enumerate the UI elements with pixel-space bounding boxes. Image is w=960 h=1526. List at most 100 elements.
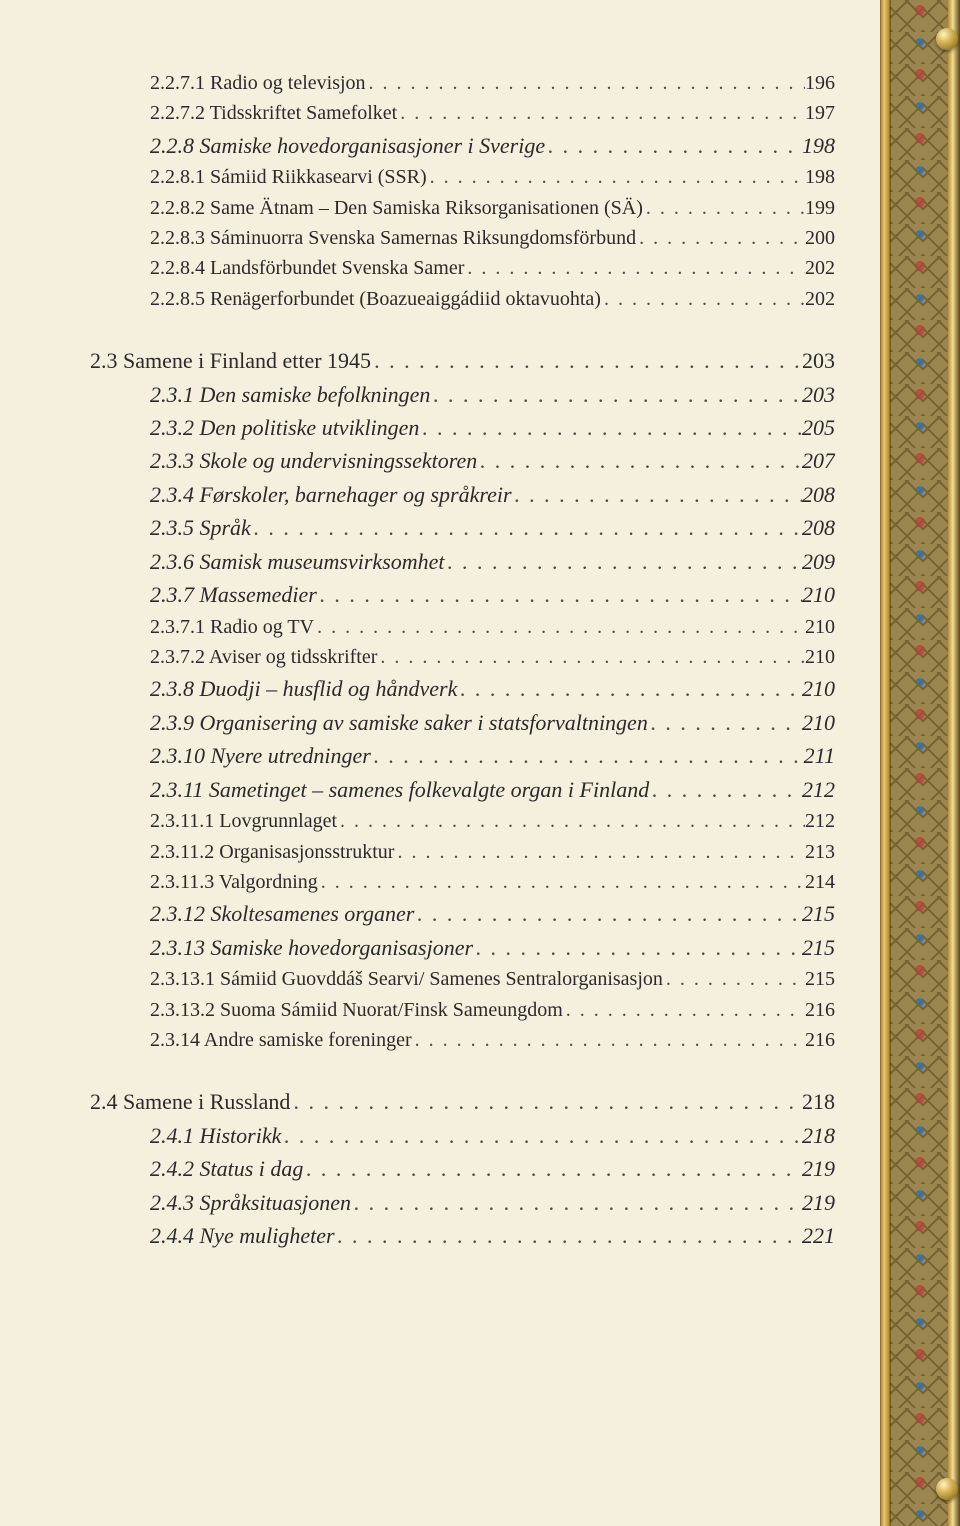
toc-entry: 2.2.8.1 Sámiid Riikkasearvi (SSR) . . . … [90,162,835,192]
toc-leader-dots: . . . . . . . . . . . . . . . . . . . . … [371,344,802,377]
toc-entry-page: 208 [802,478,835,511]
toc-entry-label: 2.4.4 Nye muligheter [150,1219,335,1252]
toc-entry-label: 2.3.11.1 Lovgrunnlaget [150,806,337,836]
toc-leader-dots: . . . . . . . . . . . . . . . . . . . . … [335,1219,802,1252]
toc-entry: 2.3.6 Samisk museumsvirksomhet . . . . .… [90,545,835,578]
toc-entry-page: 218 [802,1119,835,1152]
toc-leader-dots: . . . . . . . . . . . . . . . . . . . . … [366,68,805,98]
toc-leader-dots: . . . . . . . . . . . . . . . . . . . . … [303,1152,802,1185]
toc-leader-dots: . . . . . . . . . . . . . . . . . . . . … [318,867,805,897]
toc-entry-page: 215 [802,897,835,930]
toc-entry-label: 2.2.8.5 Renägerforbundet (Boazueaiggádii… [150,284,601,314]
toc-entry-page: 208 [802,511,835,544]
border-pattern-band [890,0,948,1526]
toc-entry: 2.4.3 Språksituasjonen . . . . . . . . .… [90,1186,835,1219]
toc-entry: 2.2.8.2 Same Ätnam – Den Samiska Riksorg… [90,193,835,223]
toc-entry-label: 2.2.7.1 Radio og televisjon [150,68,366,98]
toc-entry-label: 2.4.3 Språksituasjonen [150,1186,351,1219]
toc-entry: 2.3.9 Organisering av samiske saker i st… [90,706,835,739]
toc-leader-dots: . . . . . . . . . . . . . . . . . . . . … [414,897,802,930]
toc-entry-page: 213 [805,837,835,867]
toc-entry-label: 2.2.7.2 Tidsskriftet Samefolket [150,98,397,128]
toc-entry: 2.2.7.1 Radio og televisjon . . . . . . … [90,68,835,98]
border-knob-ornament [936,28,958,50]
toc-entry-page: 198 [805,162,835,192]
toc-leader-dots: . . . . . . . . . . . . . . . . . . . . … [314,612,805,642]
toc-entry-label: 2.4.2 Status i dag [150,1152,303,1185]
toc-leader-dots: . . . . . . . . . . . . . . . . . . . . … [636,223,805,253]
toc-entry-label: 2.3.7.2 Aviser og tidsskrifter [150,642,377,672]
border-end-rail [948,0,960,1526]
toc-entry: 2.3.7.2 Aviser og tidsskrifter . . . . .… [90,642,835,672]
toc-leader-dots: . . . . . . . . . . . . . . . . . . . . … [643,193,805,223]
toc-entry-page: 219 [802,1186,835,1219]
toc-entry: 2.3.11.2 Organisasjonsstruktur . . . . .… [90,837,835,867]
toc-entry: 2.3.3 Skole og undervisningssektoren . .… [90,444,835,477]
toc-entry: 2.2.8 Samiske hovedorganisasjoner i Sver… [90,129,835,162]
toc-entry-page: 198 [802,129,835,162]
toc-entry-label: 2.3.11.3 Valgordning [150,867,318,897]
toc-entry-page: 203 [802,344,835,377]
toc-entry-label: 2.2.8.3 Sáminuorra Svenska Samernas Riks… [150,223,636,253]
toc-entry: 2.3 Samene i Finland etter 1945 . . . . … [90,344,835,377]
toc-entry-label: 2.3.13 Samiske hovedorganisasjoner [150,931,473,964]
toc-leader-dots: . . . . . . . . . . . . . . . . . . . . … [512,478,802,511]
toc-entry-page: 210 [802,578,835,611]
toc-entry-label: 2.3.14 Andre samiske foreninger [150,1025,412,1055]
toc-entry-page: 203 [802,378,835,411]
toc-entry-label: 2.3.6 Samisk museumsvirksomhet [150,545,445,578]
toc-entry-label: 2.3.9 Organisering av samiske saker i st… [150,706,648,739]
toc-entry-page: 210 [802,706,835,739]
toc-entry-page: 216 [805,1025,835,1055]
toc-entry: 2.3.11.3 Valgordning . . . . . . . . . .… [90,867,835,897]
toc-entry: 2.3.8 Duodji – husflid og håndverk . . .… [90,672,835,705]
toc-entry-label: 2.3 Samene i Finland etter 1945 [90,344,371,377]
toc-entry-page: 218 [802,1085,835,1118]
toc-entry: 2.3.2 Den politiske utviklingen . . . . … [90,411,835,444]
toc-leader-dots: . . . . . . . . . . . . . . . . . . . . … [397,98,805,128]
toc-leader-dots: . . . . . . . . . . . . . . . . . . . . … [371,739,804,772]
toc-leader-dots: . . . . . . . . . . . . . . . . . . . . … [648,706,802,739]
toc-entry: 2.3.11 Sametinget – samenes folkevalgte … [90,773,835,806]
toc-entry-page: 211 [804,739,835,772]
toc-entry: 2.4.4 Nye muligheter . . . . . . . . . .… [90,1219,835,1252]
toc-entry: 2.2.8.5 Renägerforbundet (Boazueaiggádii… [90,284,835,314]
toc-leader-dots: . . . . . . . . . . . . . . . . . . . . … [430,378,802,411]
border-gold-band [880,0,890,1526]
toc-entry-label: 2.3.13.2 Suoma Sámiid Nuorat/Finsk Sameu… [150,995,563,1025]
toc-entry: 2.3.13 Samiske hovedorganisasjoner . . .… [90,931,835,964]
toc-leader-dots: . . . . . . . . . . . . . . . . . . . . … [477,444,802,477]
toc-leader-dots: . . . . . . . . . . . . . . . . . . . . … [419,411,802,444]
toc-leader-dots: . . . . . . . . . . . . . . . . . . . . … [545,129,802,162]
toc-entry-page: 209 [802,545,835,578]
toc-entry-label: 2.3.2 Den politiske utviklingen [150,411,419,444]
toc-leader-dots: . . . . . . . . . . . . . . . . . . . . … [412,1025,805,1055]
toc-entry-label: 2.3.11 Sametinget – samenes folkevalgte … [150,773,649,806]
toc-entry-label: 2.3.8 Duodji – husflid og håndverk [150,672,457,705]
toc-entry-page: 202 [805,253,835,283]
toc-entry-label: 2.3.4 Førskoler, barnehager og språkreir [150,478,512,511]
toc-leader-dots: . . . . . . . . . . . . . . . . . . . . … [377,642,805,672]
toc-entry: 2.4.2 Status i dag . . . . . . . . . . .… [90,1152,835,1185]
toc-entry-page: 221 [802,1219,835,1252]
toc-entry-label: 2.3.10 Nyere utredninger [150,739,371,772]
toc-entry: 2.3.7.1 Radio og TV . . . . . . . . . . … [90,612,835,642]
toc-entry-page: 216 [805,995,835,1025]
toc-entry-page: 215 [805,964,835,994]
decorative-border [880,0,960,1526]
toc-entry: 2.3.12 Skoltesamenes organer . . . . . .… [90,897,835,930]
toc-entry-page: 212 [802,773,835,806]
toc-entry-page: 214 [805,867,835,897]
toc-page: 2.2.7.1 Radio og televisjon . . . . . . … [0,0,835,1253]
toc-entry-page: 200 [805,223,835,253]
toc-entry-label: 2.3.7.1 Radio og TV [150,612,314,642]
toc-leader-dots: . . . . . . . . . . . . . . . . . . . . … [317,578,802,611]
toc-entry: 2.2.8.4 Landsförbundet Svenska Samer . .… [90,253,835,283]
toc-entry-label: 2.3.1 Den samiske befolkningen [150,378,430,411]
toc-entry-page: 219 [802,1152,835,1185]
toc-entry: 2.3.14 Andre samiske foreninger . . . . … [90,1025,835,1055]
toc-entry-label: 2.2.8.2 Same Ätnam – Den Samiska Riksorg… [150,193,643,223]
toc-entry-page: 199 [805,193,835,223]
toc-entry: 2.3.4 Førskoler, barnehager og språkreir… [90,478,835,511]
toc-entry: 2.3.11.1 Lovgrunnlaget . . . . . . . . .… [90,806,835,836]
